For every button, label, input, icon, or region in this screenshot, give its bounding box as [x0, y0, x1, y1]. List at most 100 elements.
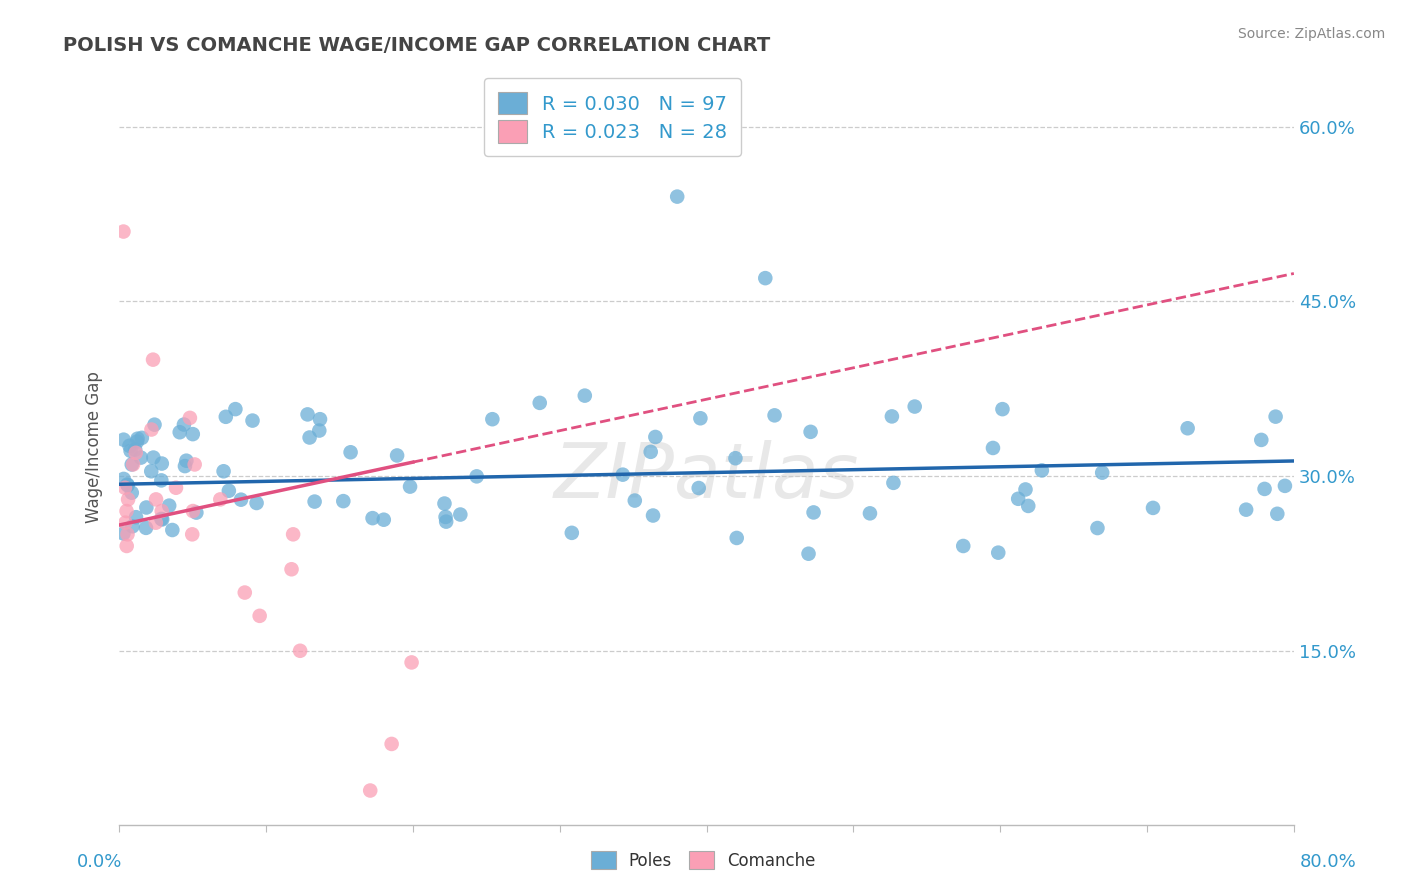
Point [224, 402, 246, 417]
Point [124, 442, 146, 457]
Point [121, 458, 143, 472]
Point [800, 425, 823, 439]
Point [135, 521, 157, 535]
Point [574, 389, 596, 403]
Point [297, 408, 319, 422]
Point [229, 492, 252, 507]
Point [162, 523, 184, 537]
Point [724, 451, 747, 466]
Point [481, 412, 503, 426]
Point [882, 475, 904, 490]
Point [309, 412, 332, 426]
Point [186, 506, 208, 520]
Point [1264, 409, 1286, 424]
Text: Source: ZipAtlas.com: Source: ZipAtlas.com [1237, 27, 1385, 41]
Point [245, 496, 267, 510]
Point [129, 450, 152, 465]
Point [169, 425, 191, 440]
Point [135, 500, 157, 515]
Text: ZIPatlas: ZIPatlas [554, 441, 859, 515]
Point [754, 271, 776, 285]
Point [433, 496, 456, 510]
Point [120, 443, 142, 458]
Point [141, 464, 163, 478]
Point [142, 450, 165, 465]
Point [142, 352, 165, 367]
Point [1017, 499, 1039, 513]
Point [112, 526, 135, 541]
Point [112, 472, 135, 486]
Point [465, 469, 488, 483]
Point [117, 478, 139, 492]
Point [121, 519, 143, 533]
Point [987, 546, 1010, 560]
Text: 80.0%: 80.0% [1301, 853, 1357, 871]
Point [209, 492, 232, 507]
Point [332, 494, 354, 508]
Y-axis label: Wage/Income Gap: Wage/Income Gap [86, 371, 103, 523]
Point [179, 410, 201, 425]
Point [434, 510, 457, 524]
Point [385, 449, 408, 463]
Point [115, 539, 138, 553]
Point [880, 409, 903, 424]
Point [150, 512, 173, 526]
Point [561, 525, 583, 540]
Point [150, 457, 173, 471]
Point [141, 423, 163, 437]
Point [640, 445, 662, 459]
Point [1265, 507, 1288, 521]
Point [803, 505, 825, 519]
Point [125, 510, 148, 524]
Point [399, 480, 422, 494]
Point [641, 508, 664, 523]
Point [249, 608, 271, 623]
Text: POLISH VS COMANCHE WAGE/INCOME GAP CORRELATION CHART: POLISH VS COMANCHE WAGE/INCOME GAP CORRE… [63, 36, 770, 54]
Point [117, 527, 139, 541]
Point [361, 511, 384, 525]
Point [612, 467, 634, 482]
Point [281, 527, 304, 541]
Point [176, 453, 198, 467]
Point [157, 499, 180, 513]
Point [117, 477, 139, 491]
Point [689, 411, 711, 425]
Point [1142, 500, 1164, 515]
Point [173, 417, 195, 432]
Point [1007, 491, 1029, 506]
Point [981, 441, 1004, 455]
Point [797, 547, 820, 561]
Point [181, 427, 204, 442]
Point [339, 445, 361, 459]
Point [1091, 466, 1114, 480]
Point [114, 516, 136, 530]
Point [150, 504, 173, 518]
Point [145, 516, 167, 530]
Point [304, 494, 326, 508]
Text: 0.0%: 0.0% [77, 853, 122, 871]
Point [115, 504, 138, 518]
Point [150, 512, 173, 526]
Point [688, 481, 710, 495]
Point [114, 481, 136, 495]
Point [725, 531, 748, 545]
Point [1253, 482, 1275, 496]
Point [401, 656, 423, 670]
Point [145, 492, 167, 507]
Point [359, 783, 381, 797]
Point [1087, 521, 1109, 535]
Point [666, 189, 689, 203]
Point [288, 644, 311, 658]
Point [131, 431, 153, 445]
Point [118, 439, 141, 453]
Point [859, 506, 882, 520]
Point [1177, 421, 1199, 435]
Point [373, 513, 395, 527]
Point [381, 737, 404, 751]
Point [1234, 502, 1257, 516]
Point [181, 504, 204, 518]
Point [127, 432, 149, 446]
Point [763, 409, 786, 423]
Point [215, 409, 238, 424]
Point [280, 562, 302, 576]
